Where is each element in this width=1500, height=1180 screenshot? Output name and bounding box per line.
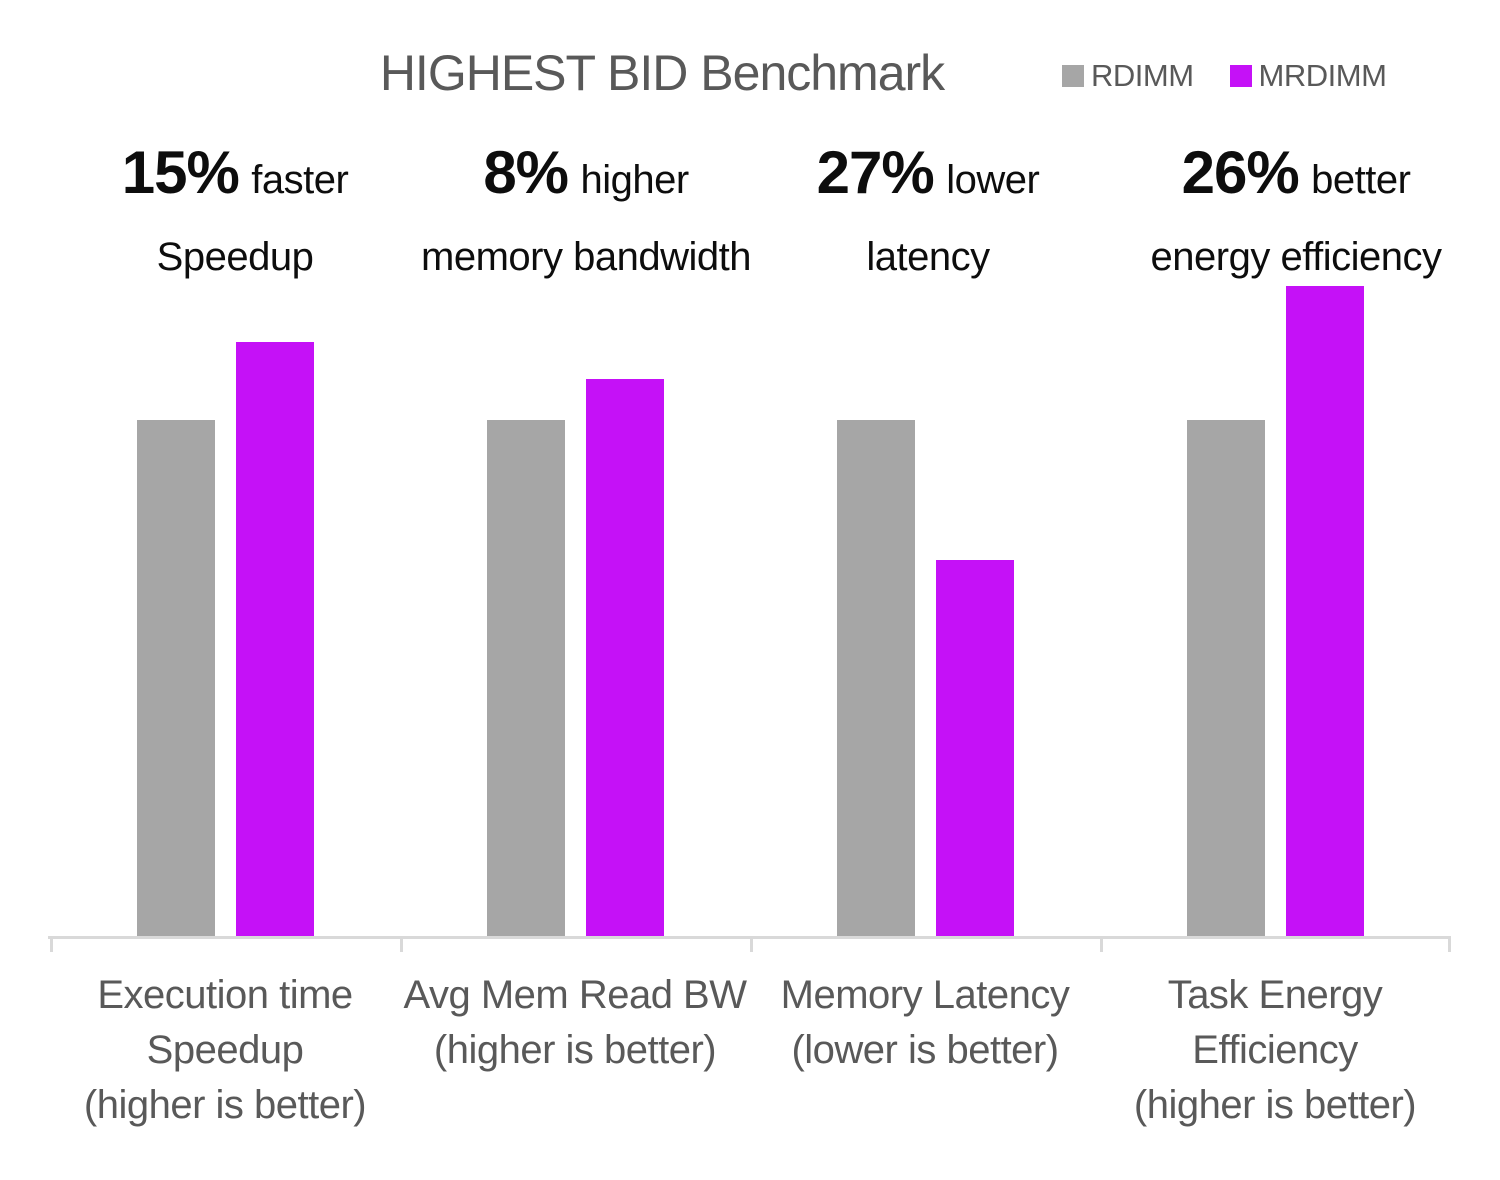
bar-mrdimm-group3 <box>1286 286 1364 937</box>
bar-rdimm-group3 <box>1187 420 1265 937</box>
axis-tick <box>1448 936 1451 952</box>
axis-tick <box>1100 936 1103 952</box>
axis-tick <box>400 936 403 952</box>
annotation-qualifier: faster <box>251 158 349 202</box>
annotation-line1: 27% lower <box>753 142 1103 220</box>
rdimm-swatch-icon <box>1062 65 1084 87</box>
annotation-value: 26% <box>1181 139 1300 206</box>
category-label-memory-latency: Memory Latency (lower is better) <box>780 973 1070 1072</box>
annotation-detail: energy efficiency <box>1150 235 1442 279</box>
annotation-detail: memory bandwidth <box>421 235 751 279</box>
axis-tick <box>750 936 753 952</box>
bar-mrdimm-group1 <box>586 379 664 937</box>
legend-item-mrdimm: MRDIMM <box>1229 58 1387 94</box>
category-label-task-energy: Task Energy Efficiency (higher is better… <box>1133 973 1417 1127</box>
annotation-qualifier: higher <box>580 158 689 202</box>
bar-mrdimm-group2 <box>936 560 1014 937</box>
annotation-value: 27% <box>816 139 935 206</box>
annotation-energy: 26% better energy efficiency <box>1121 142 1471 280</box>
legend-item-rdimm: RDIMM <box>1062 58 1194 94</box>
bar-mrdimm-group0 <box>236 342 314 937</box>
category-label-execution-time: Execution time Speedup (higher is better… <box>83 973 367 1127</box>
annotation-detail: latency <box>866 235 990 279</box>
annotation-value: 8% <box>483 139 569 206</box>
legend-label-mrdimm: MRDIMM <box>1258 58 1387 93</box>
annotation-qualifier: better <box>1311 158 1411 202</box>
annotation-value: 15% <box>121 139 240 206</box>
bar-rdimm-group0 <box>137 420 215 937</box>
legend-label-rdimm: RDIMM <box>1091 58 1194 93</box>
annotation-bandwidth: 8% higher memory bandwidth <box>411 142 761 280</box>
axis-tick <box>50 936 53 952</box>
annotation-latency: 27% lower latency <box>753 142 1103 280</box>
legend: RDIMM MRDIMM <box>1062 58 1387 94</box>
annotation-speedup: 15% faster Speedup <box>60 142 410 280</box>
category-label-avg-mem-read-bw: Avg Mem Read BW (higher is better) <box>403 973 748 1072</box>
x-axis-line <box>48 936 1451 939</box>
annotation-line1: 15% faster <box>60 142 410 220</box>
annotation-qualifier: lower <box>946 158 1040 202</box>
bar-rdimm-group2 <box>837 420 915 937</box>
annotation-line1: 26% better <box>1121 142 1471 220</box>
annotation-detail: Speedup <box>156 235 314 279</box>
mrdimm-swatch-icon <box>1229 65 1252 87</box>
annotation-line1: 8% higher <box>411 142 761 220</box>
bar-rdimm-group1 <box>487 420 565 937</box>
chart-title: HIGHEST BID Benchmark <box>379 45 945 101</box>
